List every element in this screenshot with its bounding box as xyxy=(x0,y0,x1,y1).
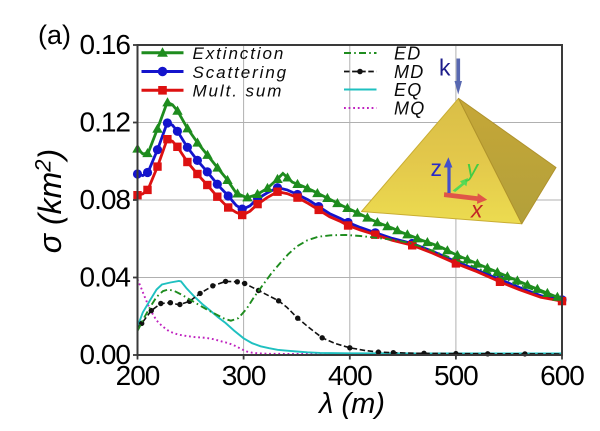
svg-text:Extinction: Extinction xyxy=(193,44,286,63)
svg-text:0.00: 0.00 xyxy=(80,339,131,370)
svg-text:300: 300 xyxy=(222,360,266,391)
svg-text:z: z xyxy=(431,155,443,181)
svg-text:400: 400 xyxy=(328,360,372,391)
svg-text:200: 200 xyxy=(116,360,160,391)
svg-text:x: x xyxy=(470,197,484,223)
svg-text:Scattering: Scattering xyxy=(193,63,289,82)
svg-text:MD: MD xyxy=(394,62,424,82)
svg-text:500: 500 xyxy=(434,360,478,391)
svg-text:ED: ED xyxy=(394,43,421,63)
svg-text:0.12: 0.12 xyxy=(80,107,131,138)
svg-text:EQ: EQ xyxy=(394,80,422,100)
svg-text:0.16: 0.16 xyxy=(80,29,131,60)
svg-text:k: k xyxy=(439,55,451,81)
svg-text:Mult. sum: Mult. sum xyxy=(193,82,284,101)
svg-text:600: 600 xyxy=(540,360,584,391)
svg-text:λ (m): λ (m) xyxy=(317,388,385,420)
svg-text:0.04: 0.04 xyxy=(80,262,131,293)
svg-text:MQ: MQ xyxy=(394,98,425,118)
svg-text:0.08: 0.08 xyxy=(80,184,131,215)
svg-text:(a): (a) xyxy=(38,20,71,50)
svg-text:y: y xyxy=(465,156,480,182)
